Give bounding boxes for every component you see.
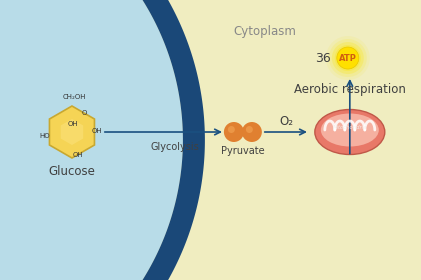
Text: OH: OH (73, 152, 83, 158)
Circle shape (246, 126, 253, 133)
Circle shape (228, 126, 235, 133)
Text: Glucose: Glucose (48, 165, 96, 178)
Ellipse shape (321, 113, 379, 146)
Ellipse shape (315, 109, 385, 155)
Text: OH: OH (68, 121, 78, 127)
Circle shape (335, 45, 361, 71)
Polygon shape (0, 0, 205, 280)
Text: O₂: O₂ (280, 115, 294, 128)
Polygon shape (61, 119, 83, 145)
Text: Cytoplasm: Cytoplasm (233, 25, 296, 38)
Text: ATP: ATP (339, 53, 357, 62)
Circle shape (326, 36, 370, 80)
Polygon shape (0, 0, 183, 280)
Text: Glycolysis: Glycolysis (151, 142, 199, 152)
Circle shape (337, 47, 359, 69)
Text: Mitochondria: Mitochondria (333, 125, 367, 130)
Text: Pyruvate: Pyruvate (221, 146, 265, 156)
Text: CH₂OH: CH₂OH (62, 94, 86, 100)
Text: Aerobic respiration: Aerobic respiration (294, 83, 406, 95)
Polygon shape (49, 106, 94, 158)
Circle shape (329, 39, 367, 77)
Circle shape (242, 122, 262, 142)
Circle shape (224, 122, 244, 142)
Text: HO: HO (39, 133, 50, 139)
Text: O: O (81, 110, 87, 116)
Text: 36: 36 (315, 52, 331, 65)
Circle shape (332, 42, 364, 74)
Text: OH: OH (92, 128, 103, 134)
